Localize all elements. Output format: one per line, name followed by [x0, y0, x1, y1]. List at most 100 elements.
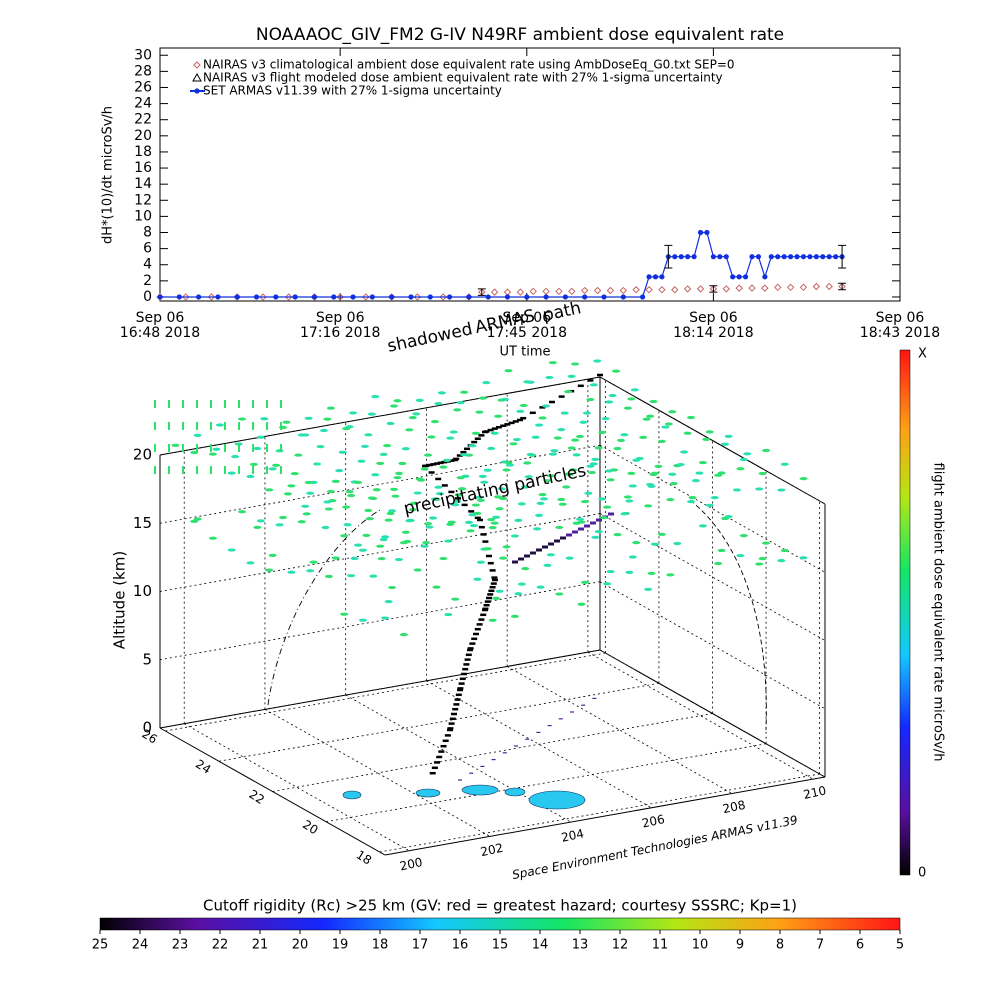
dose-cell [545, 375, 554, 380]
dose-cell [758, 557, 767, 561]
dose-cell [587, 470, 596, 475]
diamond-marker [696, 285, 705, 293]
x-tick-label: 16:48 2018 [120, 325, 200, 341]
dose-cell [453, 499, 462, 503]
dose-cell [451, 503, 460, 507]
colorbar-tick-label: 19 [332, 938, 349, 953]
dose-cell [589, 462, 598, 466]
circle-marker [234, 294, 240, 300]
dose-cell [460, 390, 469, 394]
circle-marker [775, 254, 781, 260]
dose-cell [543, 479, 552, 483]
diamond-marker [761, 284, 769, 292]
dose-cell [630, 388, 639, 392]
y-tick-label: 8 [143, 225, 152, 241]
dose-cell [294, 453, 303, 457]
dose-cell [410, 501, 419, 505]
dose-cell [649, 399, 658, 404]
dose-cell [371, 394, 380, 399]
dose-cell [691, 479, 700, 483]
circle-marker [253, 294, 260, 300]
diamond-marker [799, 283, 808, 292]
dose-cell [388, 585, 397, 590]
dose-cell [538, 492, 547, 497]
dose-cell [381, 616, 390, 620]
circle-marker [820, 254, 826, 260]
y-tick-label: 14 [134, 176, 152, 192]
dose-cell [408, 416, 417, 420]
y-tick-label: 26 [134, 79, 152, 95]
dose-cell [439, 556, 448, 561]
dose-cell [246, 561, 255, 565]
x-axis-label: UT time [500, 345, 551, 360]
dose-cell [661, 425, 670, 429]
legend-label: SET ARMAS v11.39 with 27% 1-sigma uncert… [203, 84, 502, 98]
dose-cell [371, 473, 380, 477]
dose-cell [369, 574, 378, 578]
rigidity-contour [461, 784, 499, 796]
circle-marker [833, 254, 839, 260]
triangle-marker [192, 72, 202, 82]
dose-cell [449, 430, 458, 434]
circle-marker [762, 274, 768, 280]
circle-marker [749, 254, 755, 260]
dose-cell [504, 369, 513, 373]
x-tick-label: Sep 06 [689, 310, 738, 326]
dose-cell [576, 434, 585, 439]
circle-marker [504, 294, 511, 300]
dose-cell [627, 397, 636, 401]
dose-cell [386, 421, 395, 426]
dose-cell [736, 467, 745, 471]
dose-cell [326, 489, 335, 494]
dose-cell [572, 453, 581, 457]
dose-cell [580, 580, 589, 584]
dose-cell [335, 468, 344, 473]
dose-cell [538, 416, 547, 420]
circle-marker [755, 254, 762, 260]
dose-cell [403, 539, 412, 544]
dose-cell [548, 361, 557, 365]
dose-cell [354, 480, 363, 484]
dose-cell [227, 548, 236, 552]
dose-cell [349, 411, 358, 415]
z-tick-label: 0 [142, 719, 152, 737]
dose-cell [514, 518, 523, 522]
x-tick-label: Sep 06 [502, 310, 551, 326]
dose-cell [471, 431, 480, 435]
error-bar [838, 244, 847, 269]
diamond-marker [619, 286, 628, 295]
dose-cell [468, 444, 477, 448]
dose-cell [354, 543, 363, 547]
dose-cell [560, 411, 569, 415]
x-tick-label: 17:16 2018 [300, 325, 380, 341]
dose-cell [246, 474, 255, 479]
dose-cell [275, 449, 284, 453]
dose-cell [446, 522, 455, 527]
dose-cell [238, 510, 247, 514]
dose-cell [471, 503, 480, 507]
dose-cell [550, 449, 559, 453]
dose-cell [376, 461, 385, 466]
dose-cell [323, 417, 332, 421]
dose-cell [393, 476, 402, 480]
dose-cell [589, 383, 598, 387]
dose-cell [345, 425, 354, 429]
dose-cell [598, 430, 607, 434]
rigidity-colorbar-label: Cutoff rigidity (Rc) >25 km (GV: red = g… [203, 897, 797, 915]
dose-cell [420, 544, 429, 548]
dose-cell [483, 468, 492, 472]
circle-marker [524, 294, 530, 300]
dose-colorbar-min: 0 [918, 866, 926, 881]
circle-marker [311, 294, 318, 300]
dose-cell [265, 568, 274, 572]
z-tick-label: 20 [133, 446, 152, 464]
dose-cell [608, 393, 617, 398]
dose-cell [453, 408, 462, 412]
dose-cell [502, 545, 511, 549]
colorbar-tick-label: 13 [572, 938, 589, 953]
dose-cell [695, 471, 704, 475]
colorbar-tick-label: 7 [816, 938, 824, 953]
diamond-marker [193, 61, 201, 69]
dose-cell [591, 457, 600, 461]
circle-marker [678, 254, 684, 260]
